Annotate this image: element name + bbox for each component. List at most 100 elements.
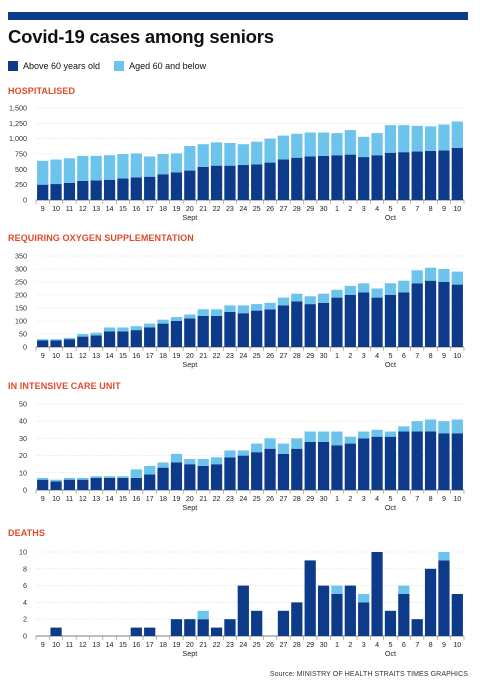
x-tick-label: 27 xyxy=(279,351,287,360)
bar-above-60 xyxy=(277,159,290,200)
x-tick-label: 6 xyxy=(402,204,406,213)
bar-above-60 xyxy=(77,336,89,347)
x-tick-label: 11 xyxy=(66,204,73,213)
x-tick-label: 27 xyxy=(279,640,287,649)
bar-above-60 xyxy=(304,560,316,636)
bar-above-60 xyxy=(170,462,183,490)
month-label: Oct xyxy=(385,213,396,222)
bar-60-and-below xyxy=(197,610,209,620)
x-tick-label: 9 xyxy=(442,494,446,503)
bar-above-60 xyxy=(344,154,356,200)
x-tick-label: 29 xyxy=(306,494,314,503)
bar-60-and-below xyxy=(37,477,49,480)
y-tick-label: 30 xyxy=(19,434,27,443)
bar-60-and-below xyxy=(358,136,370,158)
x-tick-label: 14 xyxy=(106,494,114,503)
bar-above-60 xyxy=(103,477,116,490)
legend-swatch-above-60 xyxy=(8,61,18,71)
bar-60-and-below xyxy=(117,154,129,179)
bar-above-60 xyxy=(63,339,76,347)
bar-60-and-below xyxy=(438,421,450,434)
x-tick-label: 13 xyxy=(92,351,100,360)
bar-60-and-below xyxy=(237,305,249,314)
x-tick-label: 4 xyxy=(375,204,379,213)
bar-above-60 xyxy=(210,627,223,636)
x-tick-label: 22 xyxy=(213,640,221,649)
source-note: Source: MINISTRY OF HEALTH STRAITS TIMES… xyxy=(269,671,468,678)
month-label: Sept xyxy=(182,360,197,369)
x-tick-label: 19 xyxy=(172,351,180,360)
bar-above-60 xyxy=(50,184,62,200)
y-tick-label: 0 xyxy=(23,632,27,641)
top-accent-bar xyxy=(8,12,468,20)
x-tick-label: 25 xyxy=(253,351,261,360)
bar-above-60 xyxy=(224,165,236,200)
x-tick-label: 22 xyxy=(213,351,221,360)
x-tick-label: 19 xyxy=(172,204,180,213)
bar-above-60 xyxy=(384,152,397,200)
bar-above-60 xyxy=(331,594,343,636)
bar-above-60 xyxy=(358,438,370,490)
x-tick-label: 26 xyxy=(266,494,274,503)
x-tick-label: 6 xyxy=(402,494,406,503)
x-tick-label: 25 xyxy=(253,640,261,649)
bar-above-60 xyxy=(237,455,249,490)
y-tick-label: 0 xyxy=(23,486,27,495)
y-tick-label: 2 xyxy=(23,615,27,624)
x-tick-label: 21 xyxy=(199,494,207,503)
bar-above-60 xyxy=(264,448,276,490)
x-tick-label: 30 xyxy=(320,640,328,649)
bar-60-and-below xyxy=(277,297,290,306)
bar-60-and-below xyxy=(77,334,89,337)
bar-60-and-below xyxy=(170,453,183,463)
x-tick-label: 14 xyxy=(106,204,114,213)
x-tick-label: 24 xyxy=(239,204,247,213)
bar-above-60 xyxy=(184,318,196,347)
bar-60-and-below xyxy=(411,270,423,284)
x-tick-label: 1 xyxy=(335,204,339,213)
bar-above-60 xyxy=(117,331,129,347)
bar-above-60 xyxy=(251,452,263,490)
bar-above-60 xyxy=(157,323,169,347)
x-tick-label: 20 xyxy=(186,351,194,360)
bar-60-and-below xyxy=(344,285,356,295)
x-tick-label: 10 xyxy=(453,204,461,213)
bar-above-60 xyxy=(210,464,223,490)
x-tick-label: 10 xyxy=(52,351,60,360)
x-tick-label: 17 xyxy=(146,351,154,360)
bar-60-and-below xyxy=(277,135,290,160)
bar-above-60 xyxy=(197,619,209,636)
x-tick-label: 27 xyxy=(279,204,287,213)
bar-above-60 xyxy=(130,477,142,490)
x-tick-label: 11 xyxy=(66,640,73,649)
bar-60-and-below xyxy=(424,419,437,432)
bar-60-and-below xyxy=(424,126,437,151)
y-tick-label: 500 xyxy=(15,165,27,174)
bar-60-and-below xyxy=(170,317,183,321)
bar-60-and-below xyxy=(50,339,62,341)
x-tick-label: 15 xyxy=(119,640,127,649)
bar-above-60 xyxy=(264,309,276,347)
y-tick-label: 10 xyxy=(19,468,27,477)
bar-60-and-below xyxy=(331,585,343,594)
y-tick-label: 150 xyxy=(15,304,27,313)
bar-60-and-below xyxy=(438,269,450,282)
bar-above-60 xyxy=(63,479,76,490)
x-tick-label: 5 xyxy=(388,204,392,213)
bar-above-60 xyxy=(170,172,183,200)
bar-above-60 xyxy=(451,284,463,347)
bar-60-and-below xyxy=(170,153,183,173)
month-label: Sept xyxy=(182,649,197,658)
bar-60-and-below xyxy=(398,585,410,594)
bar-above-60 xyxy=(170,619,183,636)
panel-title-deaths: DEATHS xyxy=(8,528,45,538)
x-tick-label: 18 xyxy=(159,351,167,360)
bar-above-60 xyxy=(384,610,397,636)
bar-60-and-below xyxy=(424,267,437,281)
y-tick-label: 350 xyxy=(15,252,27,261)
x-tick-label: 15 xyxy=(119,494,127,503)
x-tick-label: 25 xyxy=(253,204,261,213)
y-tick-label: 10 xyxy=(19,548,27,557)
bar-above-60 xyxy=(50,340,62,347)
